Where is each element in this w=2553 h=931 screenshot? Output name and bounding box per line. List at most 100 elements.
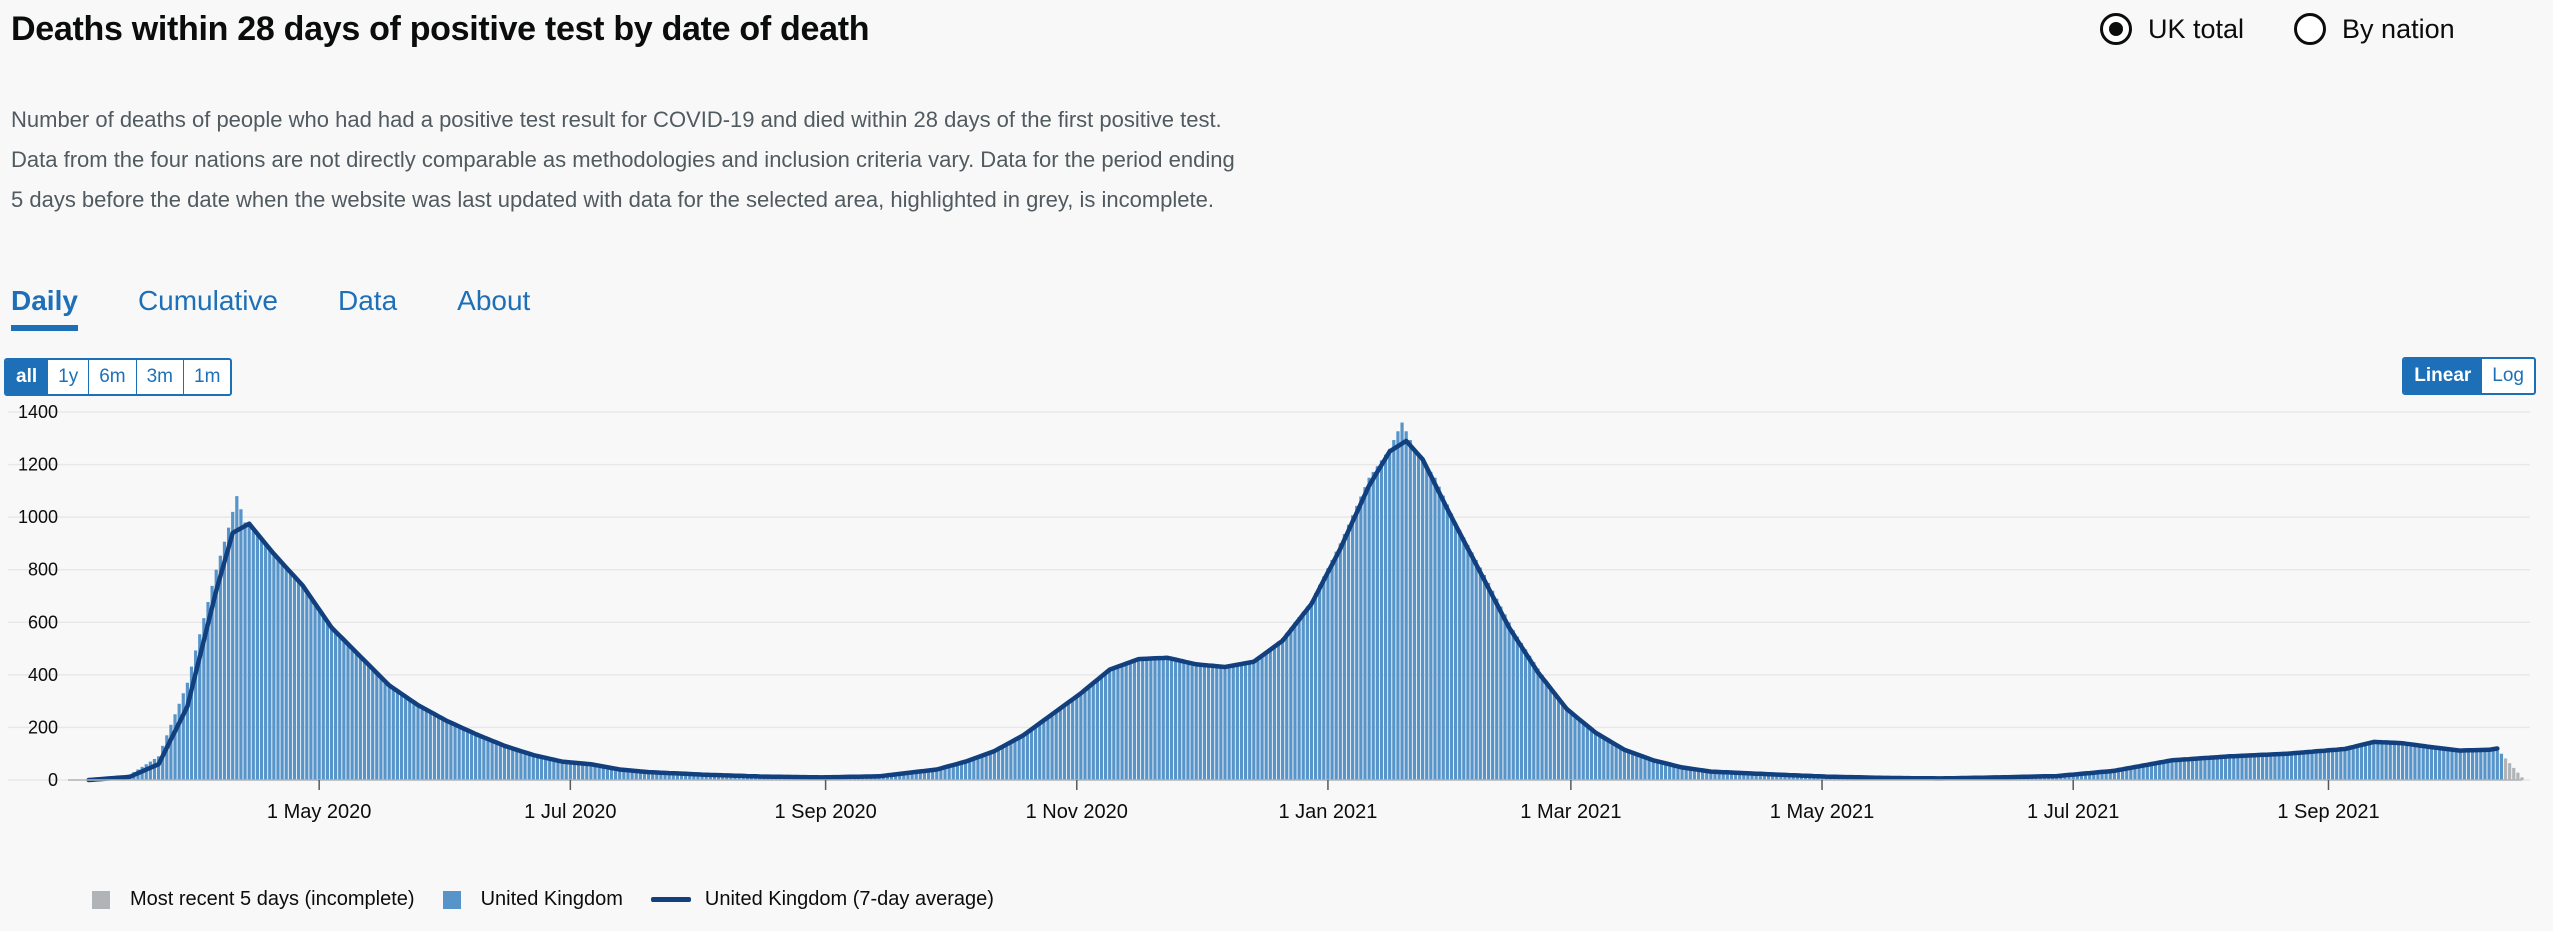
range-3m-button[interactable]: 3m: [137, 360, 185, 394]
daily-bar: [1367, 477, 1371, 780]
tab-daily[interactable]: Daily: [11, 285, 78, 331]
daily-bar: [1474, 559, 1478, 780]
y-tick-label: 400: [28, 665, 58, 685]
legend-swatch-incomplete: [92, 890, 110, 909]
daily-bar: [1614, 744, 1618, 780]
daily-bar: [2466, 750, 2471, 780]
x-tick-label: 1 May 2020: [267, 801, 372, 823]
daily-bar: [1684, 768, 1688, 780]
by-nation-radio-button[interactable]: [2294, 13, 2327, 45]
daily-bar: [465, 729, 469, 780]
daily-bar: [2067, 775, 2071, 780]
range-6m-button[interactable]: 6m: [89, 360, 137, 394]
uk-total-radio[interactable]: UK total: [2100, 13, 2244, 45]
daily-bar: [1795, 775, 1799, 780]
daily-bar: [2273, 754, 2277, 780]
daily-bar: [259, 540, 264, 780]
daily-bar: [494, 742, 498, 780]
daily-bar: [1561, 703, 1565, 780]
daily-bar: [708, 775, 712, 780]
daily-bar: [2372, 741, 2376, 780]
daily-bar: [2442, 748, 2446, 780]
by-nation-radio[interactable]: By nation: [2294, 13, 2455, 45]
daily-bar: [309, 597, 313, 780]
log-scale-button[interactable]: Log: [2492, 365, 2524, 386]
daily-bar: [1762, 774, 1766, 780]
daily-bar: [1688, 768, 1692, 780]
range-all-button[interactable]: all: [6, 360, 49, 394]
daily-bar: [198, 634, 202, 780]
daily-bar: [638, 771, 642, 780]
daily-bar: [972, 758, 976, 780]
daily-bar: [544, 757, 548, 780]
daily-bar: [1293, 622, 1297, 780]
daily-bar: [408, 698, 412, 780]
daily-bar: [1182, 660, 1186, 780]
daily-bar: [185, 682, 190, 780]
daily-bar: [2475, 749, 2479, 780]
daily-bar: [1610, 742, 1614, 780]
daily-bar: [218, 555, 222, 780]
daily-bar: [1482, 574, 1487, 780]
uk-total-radio-button[interactable]: [2100, 13, 2132, 45]
daily-bar: [926, 769, 931, 780]
x-tick-label: 1 Sep 2020: [774, 801, 876, 823]
daily-bar: [436, 715, 441, 780]
daily-bar: [1058, 708, 1062, 780]
daily-bar: [589, 766, 593, 780]
daily-bar: [576, 764, 581, 780]
daily-bar: [721, 775, 725, 780]
daily-bar: [2260, 755, 2265, 780]
tab-about[interactable]: About: [457, 285, 531, 316]
daily-bar: [2170, 761, 2174, 780]
daily-bar: [976, 757, 980, 780]
daily-bar: [2429, 746, 2434, 780]
daily-bar: [424, 708, 428, 780]
daily-bar: [231, 511, 235, 780]
daily-bar: [1396, 431, 1400, 780]
daily-bar: [2433, 747, 2438, 780]
tab-cumulative[interactable]: Cumulative: [137, 285, 278, 316]
range-1m-button[interactable]: 1m: [194, 366, 221, 387]
daily-bar: [1495, 598, 1499, 780]
range-1y-button[interactable]: 1y: [48, 360, 90, 394]
daily-bar: [675, 773, 679, 780]
daily-bar: [1202, 665, 1207, 780]
daily-bar: [1206, 665, 1211, 780]
daily-bar: [173, 714, 177, 780]
daily-bar: [1593, 732, 1598, 780]
daily-bar: [1750, 773, 1754, 780]
daily-bar: [2079, 774, 2084, 780]
daily-bar: [329, 627, 334, 780]
daily-bar: [2351, 747, 2355, 780]
linear-scale-button[interactable]: Linear: [2404, 359, 2483, 393]
daily-bar: [614, 769, 618, 780]
daily-bar: [659, 773, 663, 780]
axes: 0 200 400 600 800 1000 1200 1400 1 May 2020 1 Jul…: [18, 402, 2522, 823]
daily-bar: [2326, 750, 2331, 780]
y-tick-label: 1400: [18, 402, 58, 422]
daily-bar: [1243, 663, 1248, 780]
daily-bar: [733, 776, 737, 780]
daily-bar: [416, 703, 420, 780]
daily-bar: [2450, 749, 2454, 780]
daily-bar: [2396, 742, 2401, 780]
daily-bar: [1383, 454, 1388, 780]
daily-bar: [1416, 454, 1421, 780]
daily-bar: [1425, 466, 1429, 780]
daily-bar: [1281, 638, 1285, 780]
daily-bar: [1462, 537, 1466, 780]
daily-bar: [1544, 680, 1548, 780]
daily-bar: [2223, 756, 2228, 780]
daily-bar: [317, 609, 321, 780]
tab-data[interactable]: Data: [338, 285, 398, 316]
daily-bar: [1338, 543, 1342, 780]
daily-bar: [1709, 771, 1713, 780]
deaths-chart: 0 200 400 600 800 1000 1200 1400 1 May 2020 1 Jul…: [8, 402, 2530, 823]
daily-bar: [1392, 440, 1396, 780]
y-tick-label: 200: [28, 717, 58, 737]
daily-bar: [902, 772, 906, 780]
daily-bar: [428, 710, 432, 780]
daily-bar: [1042, 720, 1046, 780]
daily-bar: [1153, 657, 1157, 780]
